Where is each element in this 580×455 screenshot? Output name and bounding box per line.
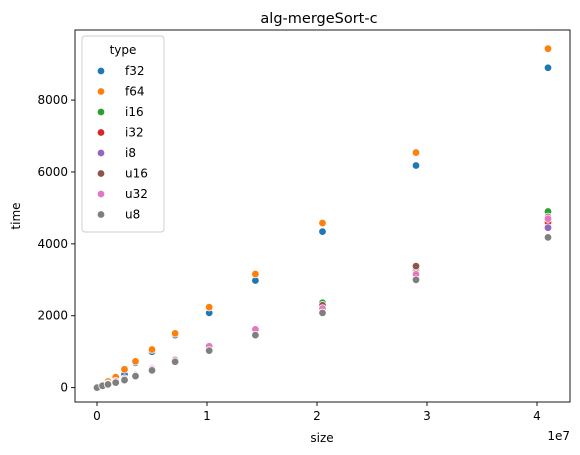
data-point-u8 bbox=[111, 378, 120, 387]
data-point-f64 bbox=[120, 365, 129, 374]
x-tick-label: 0 bbox=[93, 409, 101, 423]
legend-label-u8: u8 bbox=[125, 208, 140, 222]
x-axis-label: size bbox=[310, 431, 333, 445]
y-tick-label: 2000 bbox=[37, 309, 68, 323]
data-points bbox=[92, 44, 553, 392]
data-point-u16 bbox=[411, 261, 421, 271]
legend-label-i32: i32 bbox=[125, 126, 144, 140]
legend: type f32 f64 i16 i32 i8 u16 u32 u8 bbox=[81, 35, 165, 233]
legend-marker-f32 bbox=[96, 66, 106, 76]
y-tick-label: 4000 bbox=[37, 237, 68, 251]
legend-label-i8: i8 bbox=[125, 146, 136, 160]
data-point-f64 bbox=[204, 302, 214, 312]
x-tick-label: 2 bbox=[313, 409, 321, 423]
legend-marker-u8 bbox=[96, 210, 106, 219]
x-axis-offset-label: 1e7 bbox=[547, 429, 570, 443]
data-point-f64 bbox=[131, 357, 140, 366]
data-point-f64 bbox=[251, 269, 260, 279]
data-point-u8 bbox=[131, 371, 140, 381]
legend-label-f32: f32 bbox=[125, 64, 145, 78]
legend-label-f64: f64 bbox=[125, 85, 145, 99]
data-point-i8 bbox=[543, 223, 553, 232]
data-point-f64 bbox=[411, 148, 421, 157]
x-tick-label: 1 bbox=[203, 409, 211, 423]
data-point-f64 bbox=[147, 345, 157, 354]
data-point-u8 bbox=[170, 357, 180, 366]
data-point-f32 bbox=[411, 161, 421, 170]
plot-area bbox=[74, 29, 571, 403]
data-point-f64 bbox=[170, 329, 180, 338]
legend-marker-i32 bbox=[96, 128, 106, 137]
data-point-u8 bbox=[318, 308, 327, 318]
data-point-f64 bbox=[318, 218, 327, 228]
legend-frame bbox=[81, 35, 165, 233]
data-point-u8 bbox=[103, 380, 113, 389]
x-tick-label: 4 bbox=[533, 409, 541, 423]
y-axis-label: time bbox=[9, 202, 23, 229]
axis-ticks: 0 1 2 3 4 0 2000 4000 6000 8000 bbox=[37, 93, 540, 423]
y-tick-label: 6000 bbox=[37, 165, 68, 179]
legend-marker-i8 bbox=[96, 148, 106, 158]
data-point-u8 bbox=[147, 366, 157, 375]
legend-label-u32: u32 bbox=[125, 187, 148, 201]
data-point-u32 bbox=[543, 214, 553, 223]
legend-marker-i16 bbox=[96, 107, 106, 117]
data-point-u8 bbox=[543, 233, 553, 242]
data-point-u8 bbox=[204, 346, 214, 355]
data-point-u8 bbox=[411, 275, 421, 284]
data-point-f32 bbox=[318, 227, 327, 236]
legend-label-u16: u16 bbox=[125, 167, 148, 181]
legend-marker-u32 bbox=[96, 189, 106, 199]
legend-label-i16: i16 bbox=[125, 105, 144, 119]
data-point-f32 bbox=[543, 63, 553, 72]
data-point-u8 bbox=[120, 375, 129, 385]
y-tick-label: 8000 bbox=[37, 93, 68, 107]
legend-marker-f64 bbox=[96, 87, 106, 96]
y-tick-label: 0 bbox=[60, 381, 68, 395]
data-point-f64 bbox=[543, 44, 553, 53]
legend-title: type bbox=[110, 43, 137, 57]
chart-title: alg-mergeSort-c bbox=[260, 11, 377, 27]
x-tick-label: 3 bbox=[423, 409, 431, 423]
legend-marker-u16 bbox=[96, 169, 106, 178]
data-point-u8 bbox=[251, 330, 260, 340]
